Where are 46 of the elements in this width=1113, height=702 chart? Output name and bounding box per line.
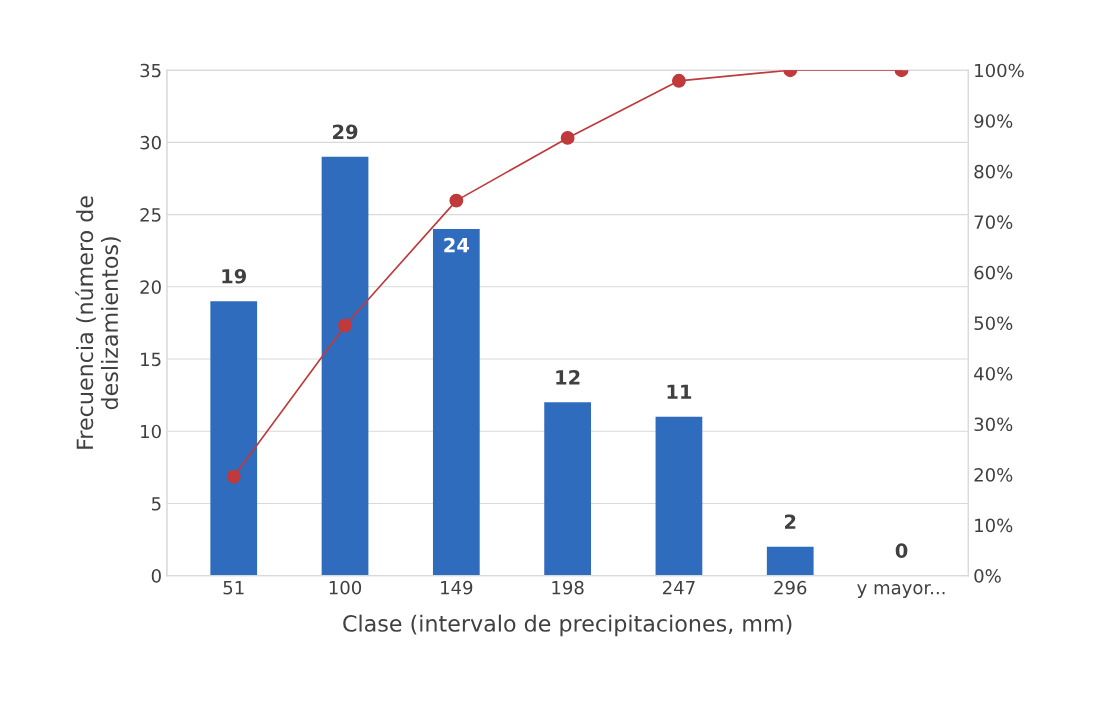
y2-tick-label: 30%: [974, 417, 1013, 432]
x-tick-label: y mayor...: [857, 584, 945, 598]
y2-tick-label: 0%: [974, 569, 1001, 583]
point: [226, 469, 241, 484]
x-tick-label: 149: [441, 580, 473, 595]
y2-tick-label: 70%: [974, 215, 1013, 229]
y-tick-label: 15: [141, 352, 161, 367]
data-label: 29: [333, 124, 358, 140]
y2-tick-label: 50%: [974, 316, 1013, 331]
data-label: 0: [895, 543, 908, 558]
y-tick-label: 10: [141, 424, 161, 439]
bar: [655, 416, 703, 576]
data-label: 12: [556, 369, 580, 385]
bar: [210, 301, 258, 576]
y-tick-label: 5: [151, 497, 161, 511]
y-tick-label: 0: [151, 569, 161, 583]
y2-tick-label: 20%: [974, 468, 1013, 482]
x-tick-label: 100: [329, 580, 362, 595]
y-tick-label: 20: [140, 280, 161, 294]
point: [449, 193, 464, 208]
x-tick-label: 247: [663, 580, 695, 595]
y-tick-label: 25: [140, 208, 161, 222]
data-label: 11: [667, 384, 692, 399]
bar: [432, 229, 480, 576]
data-label: 19: [222, 268, 247, 284]
data-label: 2: [785, 514, 796, 529]
point: [671, 73, 686, 88]
bar: [766, 546, 814, 576]
bar: [321, 156, 369, 576]
bar: [544, 402, 591, 576]
point: [338, 318, 352, 333]
y-tick-label: 30: [140, 135, 161, 150]
y2-tick-label: 100%: [975, 63, 1024, 78]
y2-tick-label: 60%: [974, 265, 1013, 280]
point: [560, 130, 575, 145]
y-tick-label: 35: [140, 63, 161, 78]
x-axis-title: Clase (intervalo de precipitaciones, mm): [343, 614, 792, 637]
y-axis-title: Frecuencia (número de deslizamientos): [75, 196, 121, 449]
x-tick-label: 296: [774, 580, 807, 595]
y2-tick-label: 40%: [974, 366, 1013, 381]
y2-tick-label: 80%: [974, 164, 1013, 179]
x-tick-label: 51: [223, 581, 244, 595]
data-label: 24: [444, 237, 469, 253]
y2-tick-label: 10%: [975, 518, 1013, 533]
x-tick-label: 198: [552, 580, 584, 595]
y2-tick-label: 90%: [974, 114, 1013, 128]
